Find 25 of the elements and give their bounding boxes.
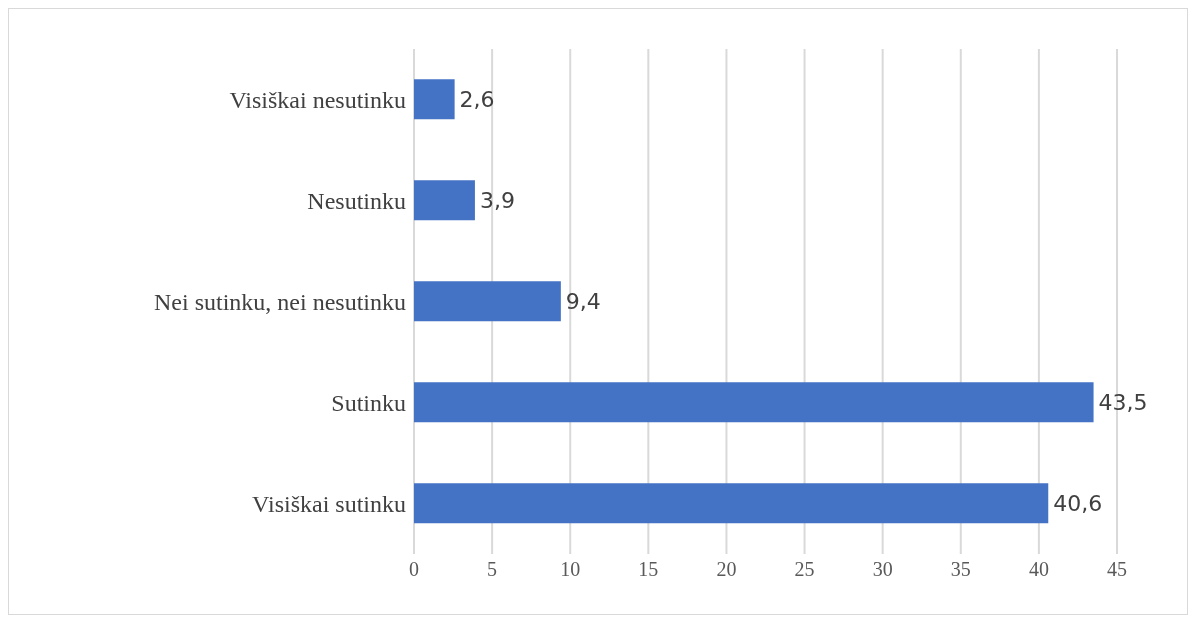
bar: [414, 483, 1049, 524]
x-tick-label: 30: [872, 558, 893, 581]
x-tick-label: 15: [638, 558, 659, 581]
x-tick-label: 45: [1107, 558, 1127, 581]
bar: [414, 180, 475, 221]
x-tick-label: 35: [950, 558, 971, 581]
bar: [414, 79, 455, 120]
data-label: 9,4: [565, 289, 601, 315]
x-tick-label: 40: [1028, 558, 1049, 581]
data-label: 40,6: [1053, 491, 1103, 517]
x-tick-label: 5: [487, 558, 498, 581]
data-label: 2,6: [459, 87, 495, 113]
y-tick-label: Visiškai sutinku: [252, 491, 406, 518]
data-label: 3,9: [479, 188, 515, 214]
y-tick-label: Sutinku: [331, 390, 406, 417]
y-tick-label: Visiškai nesutinku: [229, 87, 406, 114]
x-tick-label: 0: [409, 558, 419, 581]
y-tick-label: Nei sutinku, nei nesutinku: [154, 289, 406, 316]
bar: [414, 281, 561, 322]
x-tick-label: 20: [716, 558, 737, 581]
data-label: 43,5: [1098, 390, 1148, 416]
x-tick-label: 25: [794, 558, 815, 581]
x-tick-label: 10: [560, 558, 581, 581]
y-tick-label: Nesutinku: [307, 188, 406, 215]
bar: [414, 382, 1094, 423]
